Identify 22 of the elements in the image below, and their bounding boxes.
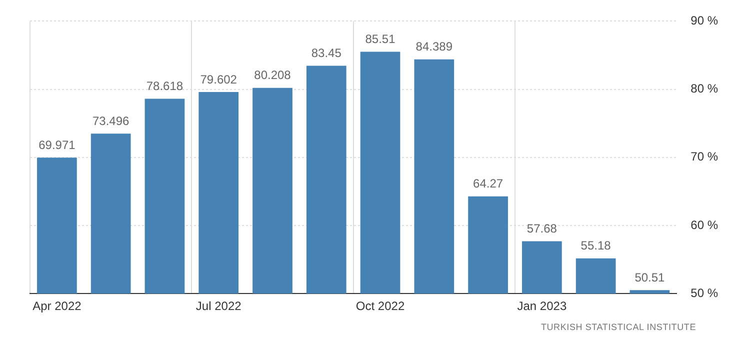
data-label: 57.68	[526, 222, 558, 236]
y-tick-label: 80 %	[690, 82, 718, 96]
x-tick-label: Apr 2022	[32, 299, 82, 314]
data-label: 80.208	[254, 68, 292, 82]
y-tick-label: 60 %	[690, 218, 718, 232]
text: TURKISH STATISTICAL INSTITUTE	[540, 322, 696, 332]
data-label: 50.51	[634, 270, 666, 284]
y-tick-label: 70 %	[690, 150, 718, 164]
data-label: 55.18	[580, 238, 612, 253]
y-tick-label: 50 %	[690, 286, 718, 300]
data-label: 78.618	[146, 79, 184, 94]
x-tick-label: Jul 2022	[196, 299, 242, 314]
y-tick-label: 90 %	[690, 14, 718, 28]
data-label: 84.389	[416, 40, 453, 54]
data-label: 83.45	[311, 46, 342, 60]
data-label: 79.602	[200, 72, 238, 86]
x-tick-label: Jan 2023	[517, 299, 567, 314]
data-label: 85.51	[365, 32, 396, 46]
data-label: 64.27	[473, 176, 504, 191]
x-tick-label: Oct 2022	[356, 299, 405, 314]
data-label: 69.971	[38, 138, 76, 152]
data-label: 73.496	[92, 114, 130, 128]
